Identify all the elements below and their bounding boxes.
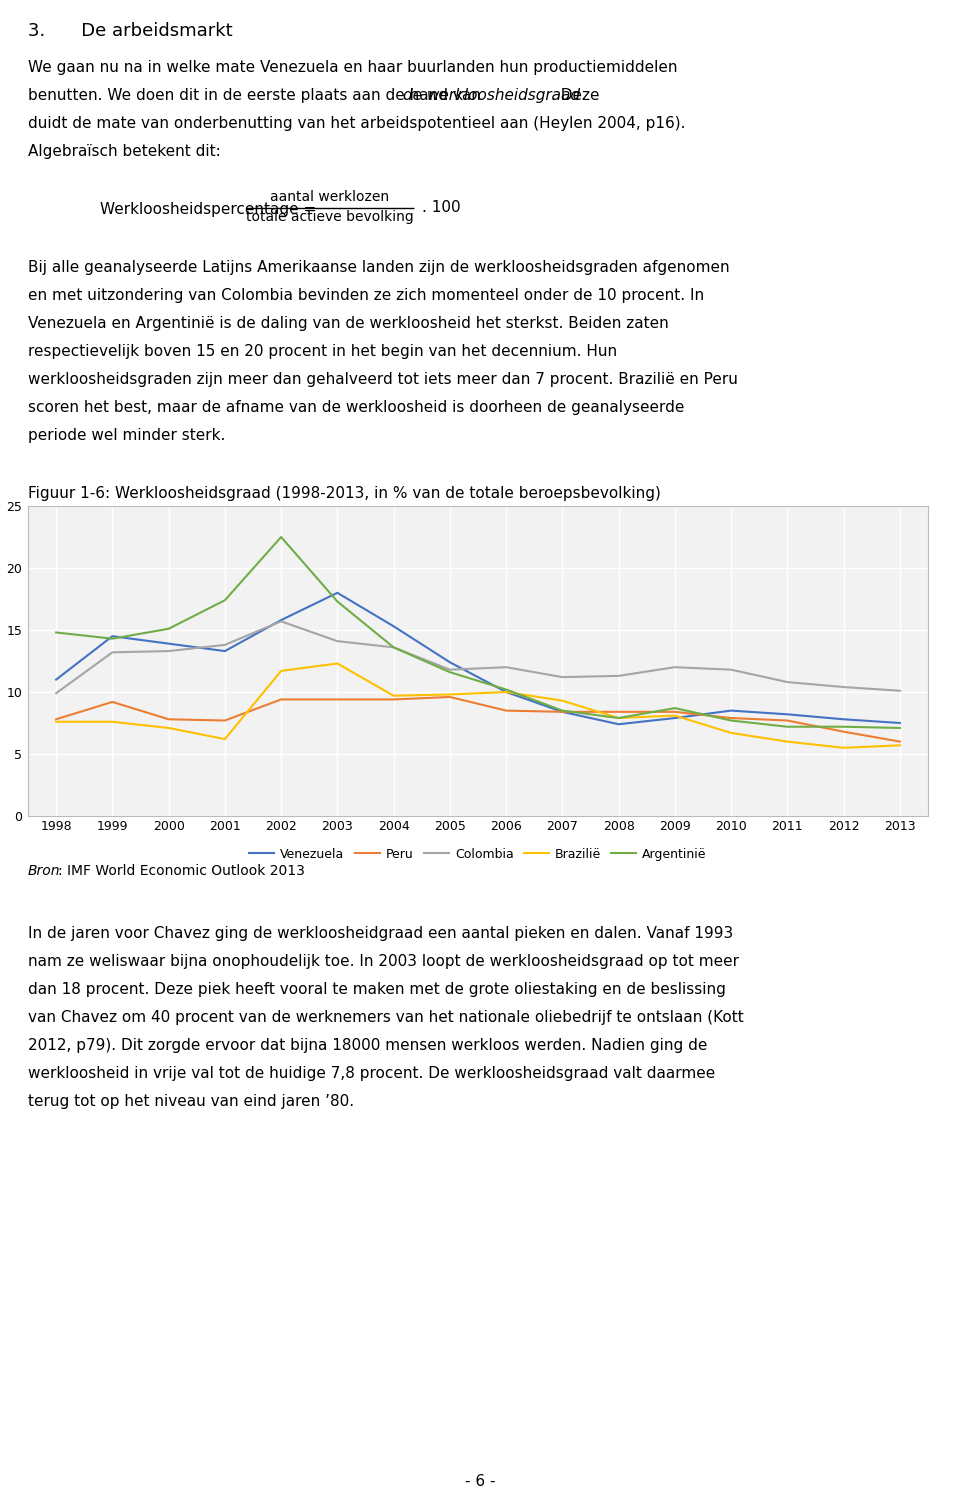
Text: duidt de mate van onderbenutting van het arbeidspotentieel aan (Heylen 2004, p16: duidt de mate van onderbenutting van het… — [28, 117, 685, 132]
Text: van Chavez om 40 procent van de werknemers van het nationale oliebedrijf te onts: van Chavez om 40 procent van de werkneme… — [28, 1010, 744, 1025]
Text: 2012, p79). Dit zorgde ervoor dat bijna 18000 mensen werkloos werden. Nadien gin: 2012, p79). Dit zorgde ervoor dat bijna … — [28, 1038, 708, 1053]
Text: - 6 -: - 6 - — [465, 1474, 495, 1489]
Legend: Venezuela, Peru, Colombia, Brazilië, Argentinië: Venezuela, Peru, Colombia, Brazilië, Arg… — [244, 842, 712, 866]
Text: nam ze weliswaar bijna onophoudelijk toe. In 2003 loopt de werkloosheidsgraad op: nam ze weliswaar bijna onophoudelijk toe… — [28, 954, 739, 969]
Text: Algebraïsch betekent dit:: Algebraïsch betekent dit: — [28, 144, 221, 159]
Text: dan 18 procent. Deze piek heeft vooral te maken met de grote oliestaking en de b: dan 18 procent. Deze piek heeft vooral t… — [28, 981, 726, 996]
Text: Venezuela en Argentinië is de daling van de werkloosheid het sterkst. Beiden zat: Venezuela en Argentinië is de daling van… — [28, 316, 669, 331]
Text: Bron: Bron — [28, 865, 60, 878]
Text: . Deze: . Deze — [551, 88, 599, 103]
Text: aantal werklozen: aantal werklozen — [271, 190, 390, 203]
Text: periode wel minder sterk.: periode wel minder sterk. — [28, 428, 226, 443]
Text: terug tot op het niveau van eind jaren ’80.: terug tot op het niveau van eind jaren ’… — [28, 1094, 354, 1109]
Text: werkloosheid in vrije val tot de huidige 7,8 procent. De werkloosheidsgraad valt: werkloosheid in vrije val tot de huidige… — [28, 1067, 715, 1082]
Text: de werkloosheidsgraad: de werkloosheidsgraad — [403, 88, 580, 103]
Text: respectievelijk boven 15 en 20 procent in het begin van het decennium. Hun: respectievelijk boven 15 en 20 procent i… — [28, 344, 617, 359]
Text: benutten. We doen dit in de eerste plaats aan de hand van: benutten. We doen dit in de eerste plaat… — [28, 88, 486, 103]
Text: werkloosheidsgraden zijn meer dan gehalveerd tot iets meer dan 7 procent. Brazil: werkloosheidsgraden zijn meer dan gehalv… — [28, 373, 738, 387]
Text: Werkloosheidspercentage =: Werkloosheidspercentage = — [100, 202, 316, 217]
Text: Bij alle geanalyseerde Latijns Amerikaanse landen zijn de werkloosheidsgraden af: Bij alle geanalyseerde Latijns Amerikaan… — [28, 260, 730, 275]
Text: Figuur 1-6: Werkloosheidsgraad (1998-2013, in % van de totale beroepsbevolking): Figuur 1-6: Werkloosheidsgraad (1998-201… — [28, 486, 660, 501]
Text: totale actieve bevolking: totale actieve bevolking — [246, 209, 414, 224]
Text: : IMF World Economic Outlook 2013: : IMF World Economic Outlook 2013 — [58, 865, 305, 878]
Text: en met uitzondering van Colombia bevinden ze zich momenteel onder de 10 procent.: en met uitzondering van Colombia bevinde… — [28, 289, 704, 304]
Text: We gaan nu na in welke mate Venezuela en haar buurlanden hun productiemiddelen: We gaan nu na in welke mate Venezuela en… — [28, 60, 678, 75]
Text: scoren het best, maar de afname van de werkloosheid is doorheen de geanalyseerde: scoren het best, maar de afname van de w… — [28, 399, 684, 414]
Text: In de jaren voor Chavez ging de werkloosheidgraad een aantal pieken en dalen. Va: In de jaren voor Chavez ging de werkloos… — [28, 926, 733, 941]
Text: . 100: . 100 — [422, 200, 461, 215]
Text: 3.  De arbeidsmarkt: 3. De arbeidsmarkt — [28, 22, 232, 40]
